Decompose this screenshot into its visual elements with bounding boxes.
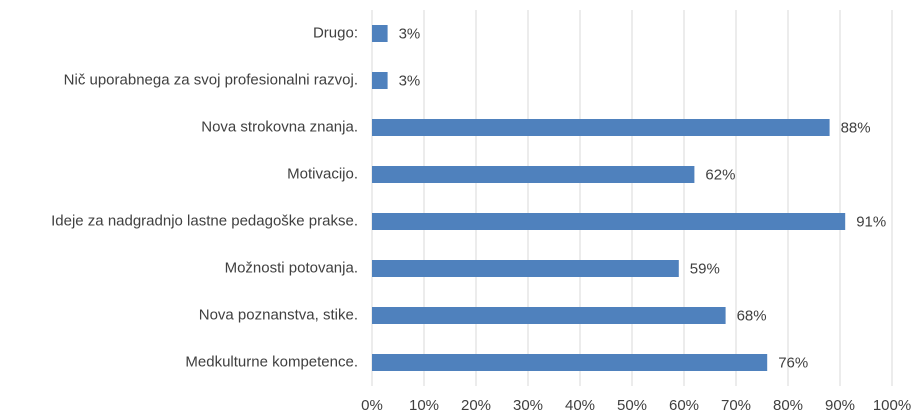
value-label: 62% bbox=[705, 166, 735, 183]
x-tick-label: 70% bbox=[721, 397, 751, 414]
bar bbox=[372, 119, 830, 136]
value-label: 3% bbox=[399, 25, 421, 42]
value-label: 68% bbox=[737, 307, 767, 324]
x-tick-label: 40% bbox=[565, 397, 595, 414]
bar bbox=[372, 260, 679, 277]
y-tick-label: Nova poznanstva, stike. bbox=[199, 306, 358, 323]
x-tick-label: 10% bbox=[409, 397, 439, 414]
x-tick-label: 80% bbox=[773, 397, 803, 414]
bar bbox=[372, 25, 388, 42]
bar bbox=[372, 72, 388, 89]
y-tick-label: Nova strokovna znanja. bbox=[201, 118, 358, 135]
value-label: 59% bbox=[690, 260, 720, 277]
x-tick-label: 60% bbox=[669, 397, 699, 414]
y-tick-label: Motivacijo. bbox=[287, 165, 358, 182]
bar bbox=[372, 354, 768, 371]
bar bbox=[372, 166, 695, 183]
value-label: 76% bbox=[778, 354, 808, 371]
x-tick-label: 100% bbox=[873, 397, 911, 414]
x-tick-label: 90% bbox=[825, 397, 855, 414]
x-tick-label: 0% bbox=[361, 397, 383, 414]
value-label: 3% bbox=[399, 72, 421, 89]
y-tick-label: Možnosti potovanja. bbox=[225, 259, 358, 276]
y-tick-label: Ideje za nadgradnjo lastne pedagoške pra… bbox=[51, 212, 358, 229]
y-tick-label: Nič uporabnega za svoj profesionalni raz… bbox=[64, 71, 358, 88]
x-tick-label: 50% bbox=[617, 397, 647, 414]
bar bbox=[372, 213, 846, 230]
value-label: 91% bbox=[856, 213, 886, 230]
x-tick-label: 30% bbox=[513, 397, 543, 414]
y-tick-label: Drugo: bbox=[313, 24, 358, 41]
bar bbox=[372, 307, 726, 324]
x-tick-label: 20% bbox=[461, 397, 491, 414]
value-label: 88% bbox=[841, 119, 871, 136]
y-tick-label: Medkulturne kompetence. bbox=[185, 353, 358, 370]
